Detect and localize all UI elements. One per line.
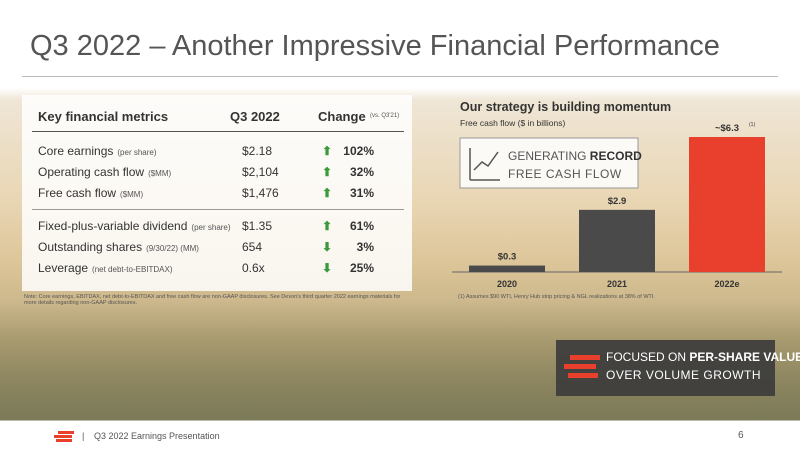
row-label: Fixed-plus-variable dividend bbox=[38, 219, 188, 233]
table-header: Key financial metrics bbox=[38, 109, 169, 124]
table-rule bbox=[32, 209, 404, 210]
row-note: ($MM) bbox=[148, 169, 172, 178]
row-arrow: ⬆ bbox=[322, 219, 333, 233]
banner: FOCUSED ON PER-SHARE VALUE OVER VOLUME G… bbox=[556, 340, 800, 396]
row-label-wrap: Leverage (net debt-to-EBITDAX) bbox=[38, 261, 173, 275]
metrics-panel bbox=[22, 95, 412, 291]
row-label: Leverage bbox=[38, 261, 89, 275]
callout-text: GENERATING bbox=[508, 149, 590, 163]
chart-subtitle: Free cash flow ($ in billions) bbox=[460, 118, 566, 128]
row-note: (per share) bbox=[191, 223, 231, 232]
chart-footnote: (1) Assumes $90 WTI, Henry Hub strip pri… bbox=[458, 294, 655, 300]
table-header-note: (vs. Q3'21) bbox=[370, 113, 400, 119]
row-value: 654 bbox=[242, 240, 263, 254]
stripes-icon bbox=[564, 355, 600, 378]
row-note: (per share) bbox=[117, 148, 157, 157]
row-change: 32% bbox=[349, 165, 374, 179]
callout-text: FREE CASH FLOW bbox=[508, 167, 622, 181]
chart-title: Our strategy is building momentum bbox=[460, 100, 671, 114]
table-header: Change bbox=[318, 109, 366, 124]
bar bbox=[579, 209, 655, 272]
title-rule bbox=[22, 76, 778, 77]
value-label: $2.9 bbox=[608, 196, 627, 207]
callout-text: GENERATING RECORD bbox=[508, 149, 642, 163]
row-label: Operating cash flow bbox=[38, 165, 145, 179]
table-rule bbox=[32, 131, 404, 132]
row-label-wrap: Operating cash flow ($MM) bbox=[38, 165, 171, 179]
footer-label: Q3 2022 Earnings Presentation bbox=[94, 431, 220, 441]
banner-text: OVER VOLUME GROWTH bbox=[606, 368, 762, 382]
row-arrow: ⬆ bbox=[322, 144, 333, 158]
row-change: 3% bbox=[356, 240, 374, 254]
bar bbox=[689, 137, 765, 272]
row-value: $2.18 bbox=[242, 144, 273, 158]
row-value: $1,476 bbox=[242, 186, 279, 200]
row-arrow: ⬆ bbox=[322, 186, 333, 200]
row-value: 0.6x bbox=[242, 261, 265, 275]
footer-separator: | bbox=[82, 431, 85, 441]
label-note: (1) bbox=[749, 122, 755, 128]
row-change: 25% bbox=[349, 261, 374, 275]
x-tick-label: 2021 bbox=[607, 279, 627, 289]
chart: GENERATING RECORD FREE CASH FLOW Our str… bbox=[452, 100, 782, 289]
row-value: $1.35 bbox=[242, 219, 273, 233]
banner-bold: PER-SHARE VALUE bbox=[689, 350, 800, 364]
row-value: $2,104 bbox=[242, 165, 279, 179]
table-footnote: Note: Core earnings, EBITDAX, net debt-t… bbox=[24, 294, 401, 306]
table-header: Q3 2022 bbox=[230, 109, 280, 124]
x-tick-label: 2022e bbox=[714, 279, 739, 289]
callout-bold: RECORD bbox=[590, 149, 642, 163]
footer: | Q3 2022 Earnings Presentation 6 bbox=[0, 421, 800, 450]
banner-text: FOCUSED ON bbox=[606, 350, 690, 364]
row-label: Core earnings bbox=[38, 144, 114, 158]
row-change: 31% bbox=[349, 186, 374, 200]
row-label-wrap: Fixed-plus-variable dividend (per share) bbox=[38, 219, 231, 233]
logo bbox=[54, 431, 74, 442]
row-note: (net debt-to-EBITDAX) bbox=[92, 265, 173, 274]
row-note: ($MM) bbox=[120, 190, 144, 199]
x-tick-label: 2020 bbox=[497, 279, 517, 289]
chart-icon bbox=[469, 148, 500, 181]
row-label: Free cash flow bbox=[38, 186, 117, 200]
row-arrow: ⬆ bbox=[322, 165, 333, 179]
slide-title: Q3 2022 – Another Impressive Financial P… bbox=[30, 30, 720, 62]
row-change: 61% bbox=[349, 219, 374, 233]
value-label: ~$6.3 bbox=[715, 123, 739, 134]
row-label: Outstanding shares bbox=[38, 240, 143, 254]
page-number: 6 bbox=[738, 430, 744, 441]
row-note: (9/30/22) (MM) bbox=[146, 244, 199, 253]
row-label-wrap: Outstanding shares (9/30/22) (MM) bbox=[38, 240, 199, 254]
row-change: 102% bbox=[343, 144, 374, 158]
row-label-wrap: Core earnings (per share) bbox=[38, 144, 157, 158]
row-arrow: ⬇ bbox=[322, 261, 333, 275]
value-label: $0.3 bbox=[498, 252, 517, 263]
bar bbox=[469, 265, 545, 272]
row-arrow: ⬇ bbox=[322, 240, 333, 254]
row-label-wrap: Free cash flow ($MM) bbox=[38, 186, 143, 200]
